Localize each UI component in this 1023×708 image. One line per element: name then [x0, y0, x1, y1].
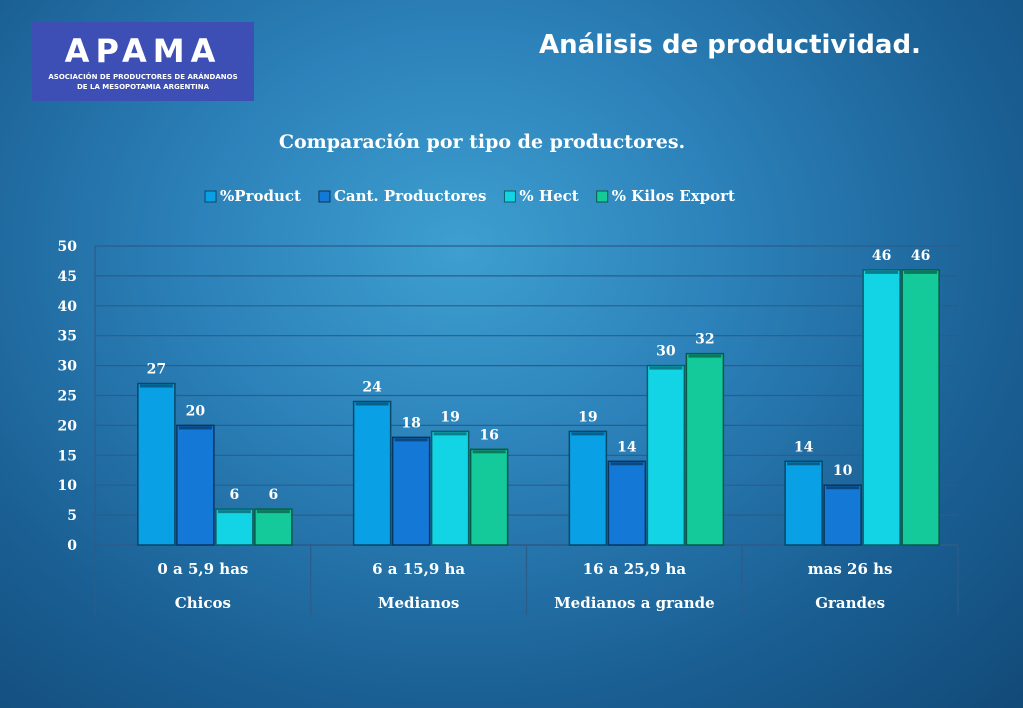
bar: [430, 430, 470, 546]
data-label: 14: [617, 439, 637, 455]
data-label: 16: [479, 427, 498, 443]
bar: [823, 484, 862, 546]
category-group-label: Chicos: [175, 594, 231, 612]
bar: [391, 436, 431, 546]
bar: [215, 508, 254, 546]
bar: [469, 448, 509, 546]
legend-label: % Hect: [519, 187, 578, 205]
category-label: 6 a 15,9 ha: [372, 560, 465, 578]
chart-bars: [137, 269, 940, 546]
bar-top-bevel: [649, 366, 683, 370]
bar: [607, 460, 647, 546]
y-tick-label: 20: [58, 418, 78, 434]
bar-top-bevel: [571, 432, 605, 436]
bar-top-bevel: [355, 402, 389, 406]
legend-label: % Kilos Export: [612, 187, 735, 205]
legend-item: %Product: [204, 187, 301, 205]
bar-top-bevel: [178, 426, 212, 430]
bar-top-bevel: [688, 354, 722, 358]
data-label: 6: [269, 487, 279, 503]
chart-legend: %Product Cant. Productores % Hect % Kilos E…: [204, 187, 735, 205]
y-tick-label: 50: [58, 239, 78, 255]
logo-subtitle-line2: DE LA MESOPOTAMIA ARGENTINA: [76, 83, 210, 91]
category-label: 0 a 5,9 has: [157, 560, 248, 578]
data-label: 6: [230, 487, 240, 503]
y-tick-label: 10: [58, 478, 78, 494]
bar-top-bevel: [826, 486, 860, 490]
y-tick-label: 25: [58, 389, 77, 405]
data-label: 10: [833, 463, 853, 479]
legend-swatch: [596, 190, 609, 203]
bar-top-bevel: [472, 450, 506, 454]
y-tick-label: 15: [58, 448, 77, 464]
data-label: 14: [794, 439, 814, 455]
bar: [685, 352, 725, 546]
data-label: 27: [147, 362, 166, 378]
bar-top-bevel: [433, 432, 467, 436]
chart-category-axis: 0 a 5,9 has Chicos 6 a 15,9 ha Medianos 16 a…: [94, 545, 959, 615]
category-group-label: Grandes: [815, 594, 885, 612]
legend-label: Cant. Productores: [334, 187, 486, 205]
data-label: 24: [362, 379, 382, 395]
category-label: mas 26 hs: [808, 560, 893, 578]
category-label: 16 a 25,9 ha: [583, 560, 687, 578]
bar-top-bevel: [139, 384, 173, 388]
bar: [568, 430, 608, 546]
chart-data-labels: 27 20 6 6 24 18 19 16 19 14 30 32 14 10 46 46: [147, 248, 931, 503]
bar: [137, 382, 176, 546]
legend-swatch: [503, 190, 516, 203]
bar: [352, 400, 392, 546]
data-label: 20: [186, 403, 206, 419]
legend-label: %Product: [220, 187, 301, 205]
legend-item: Cant. Productores: [318, 187, 486, 205]
bar-top-bevel: [904, 270, 938, 274]
bar: [901, 269, 940, 546]
category-group-label: Medianos: [378, 594, 459, 612]
bar-top-bevel: [610, 462, 644, 466]
y-tick-label: 30: [58, 359, 78, 375]
data-label: 19: [440, 409, 459, 425]
data-label: 46: [872, 248, 891, 264]
y-tick-label: 45: [58, 269, 77, 285]
y-tick-label: 5: [67, 508, 77, 524]
data-label: 46: [911, 248, 930, 264]
data-label: 19: [578, 409, 597, 425]
data-label: 32: [695, 332, 714, 348]
bar-top-bevel: [217, 510, 251, 514]
apama-logo: APAMA ASOCIACIÓN DE PRODUCTORES DE ARÁND…: [32, 22, 254, 101]
y-tick-label: 40: [58, 299, 78, 315]
bar-top-bevel: [394, 438, 428, 442]
chart-title: Comparación por tipo de productores.: [279, 131, 685, 153]
y-tick-label: 0: [67, 538, 77, 554]
data-label: 18: [401, 415, 420, 431]
bar: [254, 508, 293, 546]
data-label: 30: [656, 344, 676, 360]
category-group-label: Medianos a grande: [554, 594, 715, 612]
legend-swatch: [318, 190, 331, 203]
bar: [176, 424, 215, 546]
page-title: Análisis de productividad.: [539, 30, 921, 60]
legend-swatch: [204, 190, 217, 203]
bar: [646, 364, 686, 546]
logo-subtitle-line1: ASOCIACIÓN DE PRODUCTORES DE ARÁNDANOS: [48, 73, 238, 81]
bar-top-bevel: [256, 510, 290, 514]
bar: [784, 460, 823, 546]
legend-item: % Hect: [503, 187, 579, 205]
bar-top-bevel: [787, 462, 821, 466]
y-tick-label: 35: [58, 329, 77, 345]
legend-item: % Kilos Export: [596, 187, 735, 205]
bar: [862, 269, 901, 546]
logo-subtitle: ASOCIACIÓN DE PRODUCTORES DE ARÁNDANOS D…: [32, 72, 254, 92]
logo-word: APAMA: [64, 32, 222, 70]
bar-top-bevel: [865, 270, 899, 274]
